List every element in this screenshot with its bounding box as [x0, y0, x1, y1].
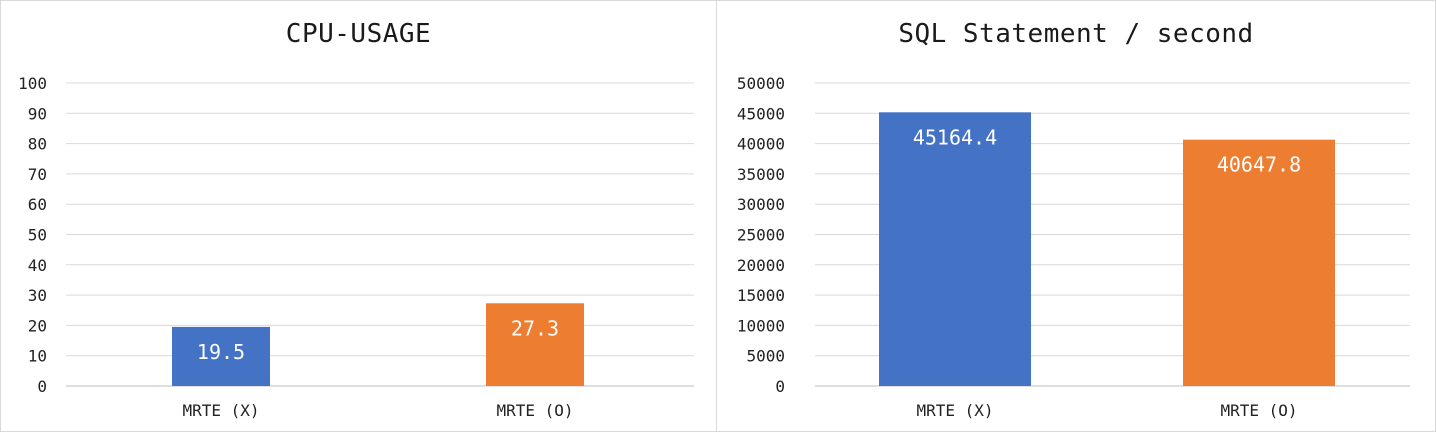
y-tick-label: 20 — [28, 316, 47, 335]
bar — [879, 112, 1031, 386]
y-tick-label: 100 — [18, 74, 47, 93]
y-tick-label: 20000 — [737, 256, 785, 275]
y-tick-label: 50 — [28, 226, 47, 245]
bar — [486, 303, 584, 386]
data-label: 19.5 — [197, 340, 245, 364]
category-label: MRTE (X) — [182, 401, 259, 420]
y-tick-label: 30000 — [737, 195, 785, 214]
y-tick-label: 40 — [28, 256, 47, 275]
chart-title: CPU-USAGE — [285, 19, 432, 49]
bar — [1183, 139, 1335, 386]
y-tick-label: 35000 — [737, 165, 785, 184]
y-tick-label: 30 — [28, 286, 47, 305]
y-tick-label: 90 — [28, 104, 47, 123]
cpu-usage-plot: 0 10 20 30 40 50 60 70 80 90 100 19.5 MRTE (X) 27.3 MR… — [18, 74, 694, 420]
sql-statement-plot: 0 5000 10000 15000 20000 25000 30000 35000 40000… — [737, 74, 1410, 420]
y-tick-label: 70 — [28, 165, 47, 184]
data-label: 45164.4 — [913, 125, 997, 149]
data-label: 40647.8 — [1217, 153, 1301, 177]
y-tick-label: 10000 — [737, 316, 785, 335]
data-label: 27.3 — [511, 316, 559, 340]
sql-statement-chart: SQL Statement / second 0 5000 10000 15000 20… — [716, 0, 1436, 432]
y-tick-label: 45000 — [737, 104, 785, 123]
chart-title: SQL Statement / second — [898, 19, 1254, 49]
y-tick-label: 50000 — [737, 74, 785, 93]
y-tick-label: 80 — [28, 135, 47, 154]
category-label: MRTE (X) — [916, 401, 993, 420]
y-tick-label: 10 — [28, 347, 47, 366]
y-tick-label: 0 — [775, 377, 785, 396]
y-tick-label: 25000 — [737, 226, 785, 245]
y-tick-label: 5000 — [746, 347, 785, 366]
y-tick-label: 40000 — [737, 135, 785, 154]
y-tick-label: 60 — [28, 195, 47, 214]
cpu-usage-chart: CPU-USAGE 0 10 20 30 40 50 60 70 80 90 100 19.5 MRTE… — [0, 0, 717, 432]
y-tick-label: 0 — [37, 377, 47, 396]
category-label: MRTE (O) — [496, 401, 573, 420]
bar — [172, 326, 270, 386]
category-label: MRTE (O) — [1220, 401, 1297, 420]
y-tick-label: 15000 — [737, 286, 785, 305]
